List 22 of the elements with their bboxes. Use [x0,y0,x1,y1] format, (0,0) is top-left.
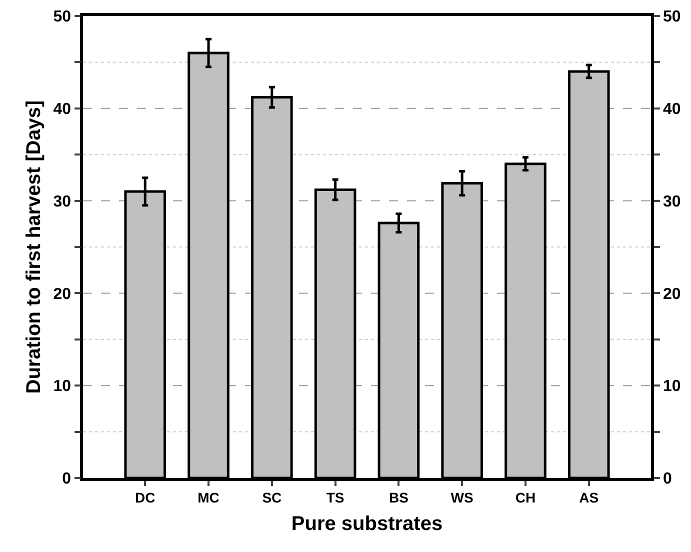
x-tick-label: MC [198,490,220,506]
y-tick-label: 0 [62,470,72,488]
x-tick-label: AS [579,490,599,506]
y-tick-label: 30 [53,193,72,210]
y-axis-title: Duration to first harvest [Days] [22,100,45,394]
x-tick-label: DC [135,490,156,506]
x-tick-label: BS [388,490,408,506]
y-tick-label: 10 [53,378,72,396]
x-tick-label: WS [450,490,474,506]
y2-tick-label: 30 [662,193,681,210]
y2-tick-label: 20 [662,286,681,303]
x-tick-label: TS [326,490,344,506]
y-tick-label: 20 [53,286,72,303]
y2-tick-label: 10 [662,378,681,396]
y2-tick-label: 40 [662,101,681,118]
x-axis-title: Pure substrates [291,513,443,536]
y2-tick-label: 50 [662,8,681,26]
y-tick-label: 40 [53,101,72,118]
y-tick-label: 50 [53,8,72,26]
x-tick-label: SC [262,490,282,506]
x-tick-label: CH [515,490,536,506]
y2-tick-label: 0 [662,470,672,488]
